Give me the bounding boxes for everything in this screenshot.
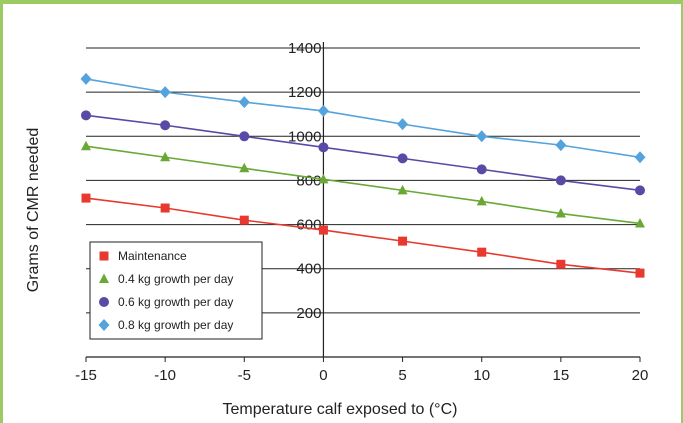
- x-tick-label: -5: [238, 367, 251, 384]
- y-tick-label: 1200: [288, 84, 321, 101]
- diamond-marker: [634, 151, 646, 164]
- series-line: [85, 114, 641, 192]
- legend-label: 0.4 kg growth per day: [118, 272, 233, 286]
- triangle-marker: [318, 173, 329, 184]
- axes: [86, 42, 640, 358]
- legend-label: 0.6 kg growth per day: [118, 295, 233, 309]
- triangle-marker: [635, 217, 645, 228]
- circle-marker: [160, 120, 171, 131]
- square-marker: [239, 215, 249, 225]
- triangle-marker: [397, 184, 408, 195]
- circle-marker: [99, 297, 109, 307]
- square-marker: [99, 251, 109, 261]
- square-marker: [635, 268, 645, 278]
- triangle-marker: [555, 208, 566, 218]
- legend-item: 0.4 kg growth per day: [99, 272, 233, 286]
- x-tick-label: -15: [75, 367, 97, 384]
- triangle-marker: [476, 195, 487, 206]
- x-axis-label: Temperature calf exposed to (°C): [223, 401, 458, 418]
- legend: Maintenance 0.4 kg growth per day 0.6 kg g…: [89, 241, 263, 340]
- series-4: [80, 72, 646, 164]
- legend-item: Maintenance: [99, 249, 187, 263]
- square-marker: [318, 225, 328, 235]
- square-marker: [160, 203, 170, 213]
- diamond-marker: [80, 72, 92, 85]
- series-1: [81, 193, 645, 278]
- diamond-marker: [159, 86, 171, 99]
- x-tick-label: 20: [632, 367, 649, 384]
- y-tick-label: 400: [296, 261, 321, 278]
- circle-marker: [397, 153, 408, 164]
- series-2: [81, 140, 645, 228]
- legend-label: 0.8 kg growth per day: [118, 318, 233, 332]
- series-line: [85, 197, 641, 274]
- x-tick-label: 10: [473, 367, 490, 384]
- triangle-marker: [239, 162, 250, 173]
- circle-marker: [239, 131, 250, 142]
- legend-label: Maintenance: [118, 249, 187, 263]
- triangle-marker: [81, 140, 91, 151]
- y-tick-labels: 200 400 600 800 1000 1200 1400: [288, 40, 321, 322]
- series-3: [81, 110, 645, 196]
- square-marker: [556, 259, 566, 269]
- x-tick-label: 0: [319, 367, 327, 384]
- series-group: [80, 72, 646, 278]
- square-marker: [398, 236, 408, 246]
- square-marker: [477, 247, 487, 257]
- y-tick-label: 200: [296, 305, 321, 322]
- y-tick-label: 1000: [288, 128, 321, 145]
- x-tick-label: 15: [553, 367, 570, 384]
- circle-marker: [81, 110, 91, 121]
- y-tick-label: 600: [296, 217, 321, 234]
- circle-marker: [476, 164, 487, 175]
- circle-marker: [318, 142, 329, 153]
- circle-marker: [555, 175, 566, 186]
- x-tick-label: -10: [154, 367, 176, 384]
- legend-box: [89, 241, 263, 340]
- x-tick-labels: -15 -10 -5 0 5 10 15 20: [75, 357, 648, 384]
- series-line: [85, 78, 641, 159]
- series-line: [85, 145, 641, 225]
- triangle-marker: [99, 273, 109, 283]
- square-marker: [81, 193, 91, 203]
- x-tick-label: 5: [398, 367, 406, 384]
- legend-item: 0.6 kg growth per day: [99, 295, 233, 309]
- diamond-marker: [238, 96, 250, 109]
- diamond-marker: [317, 104, 329, 117]
- legend-item: 0.8 kg growth per day: [98, 318, 233, 332]
- y-axis-label: Grams of CMR needed: [25, 128, 42, 293]
- triangle-marker: [160, 151, 171, 162]
- diamond-marker: [397, 118, 409, 131]
- diamond-marker: [555, 139, 567, 152]
- circle-marker: [635, 185, 645, 196]
- y-tick-label: 800: [296, 172, 321, 189]
- diamond-marker: [98, 319, 110, 331]
- y-tick-label: 1400: [288, 40, 321, 57]
- diamond-marker: [476, 130, 488, 143]
